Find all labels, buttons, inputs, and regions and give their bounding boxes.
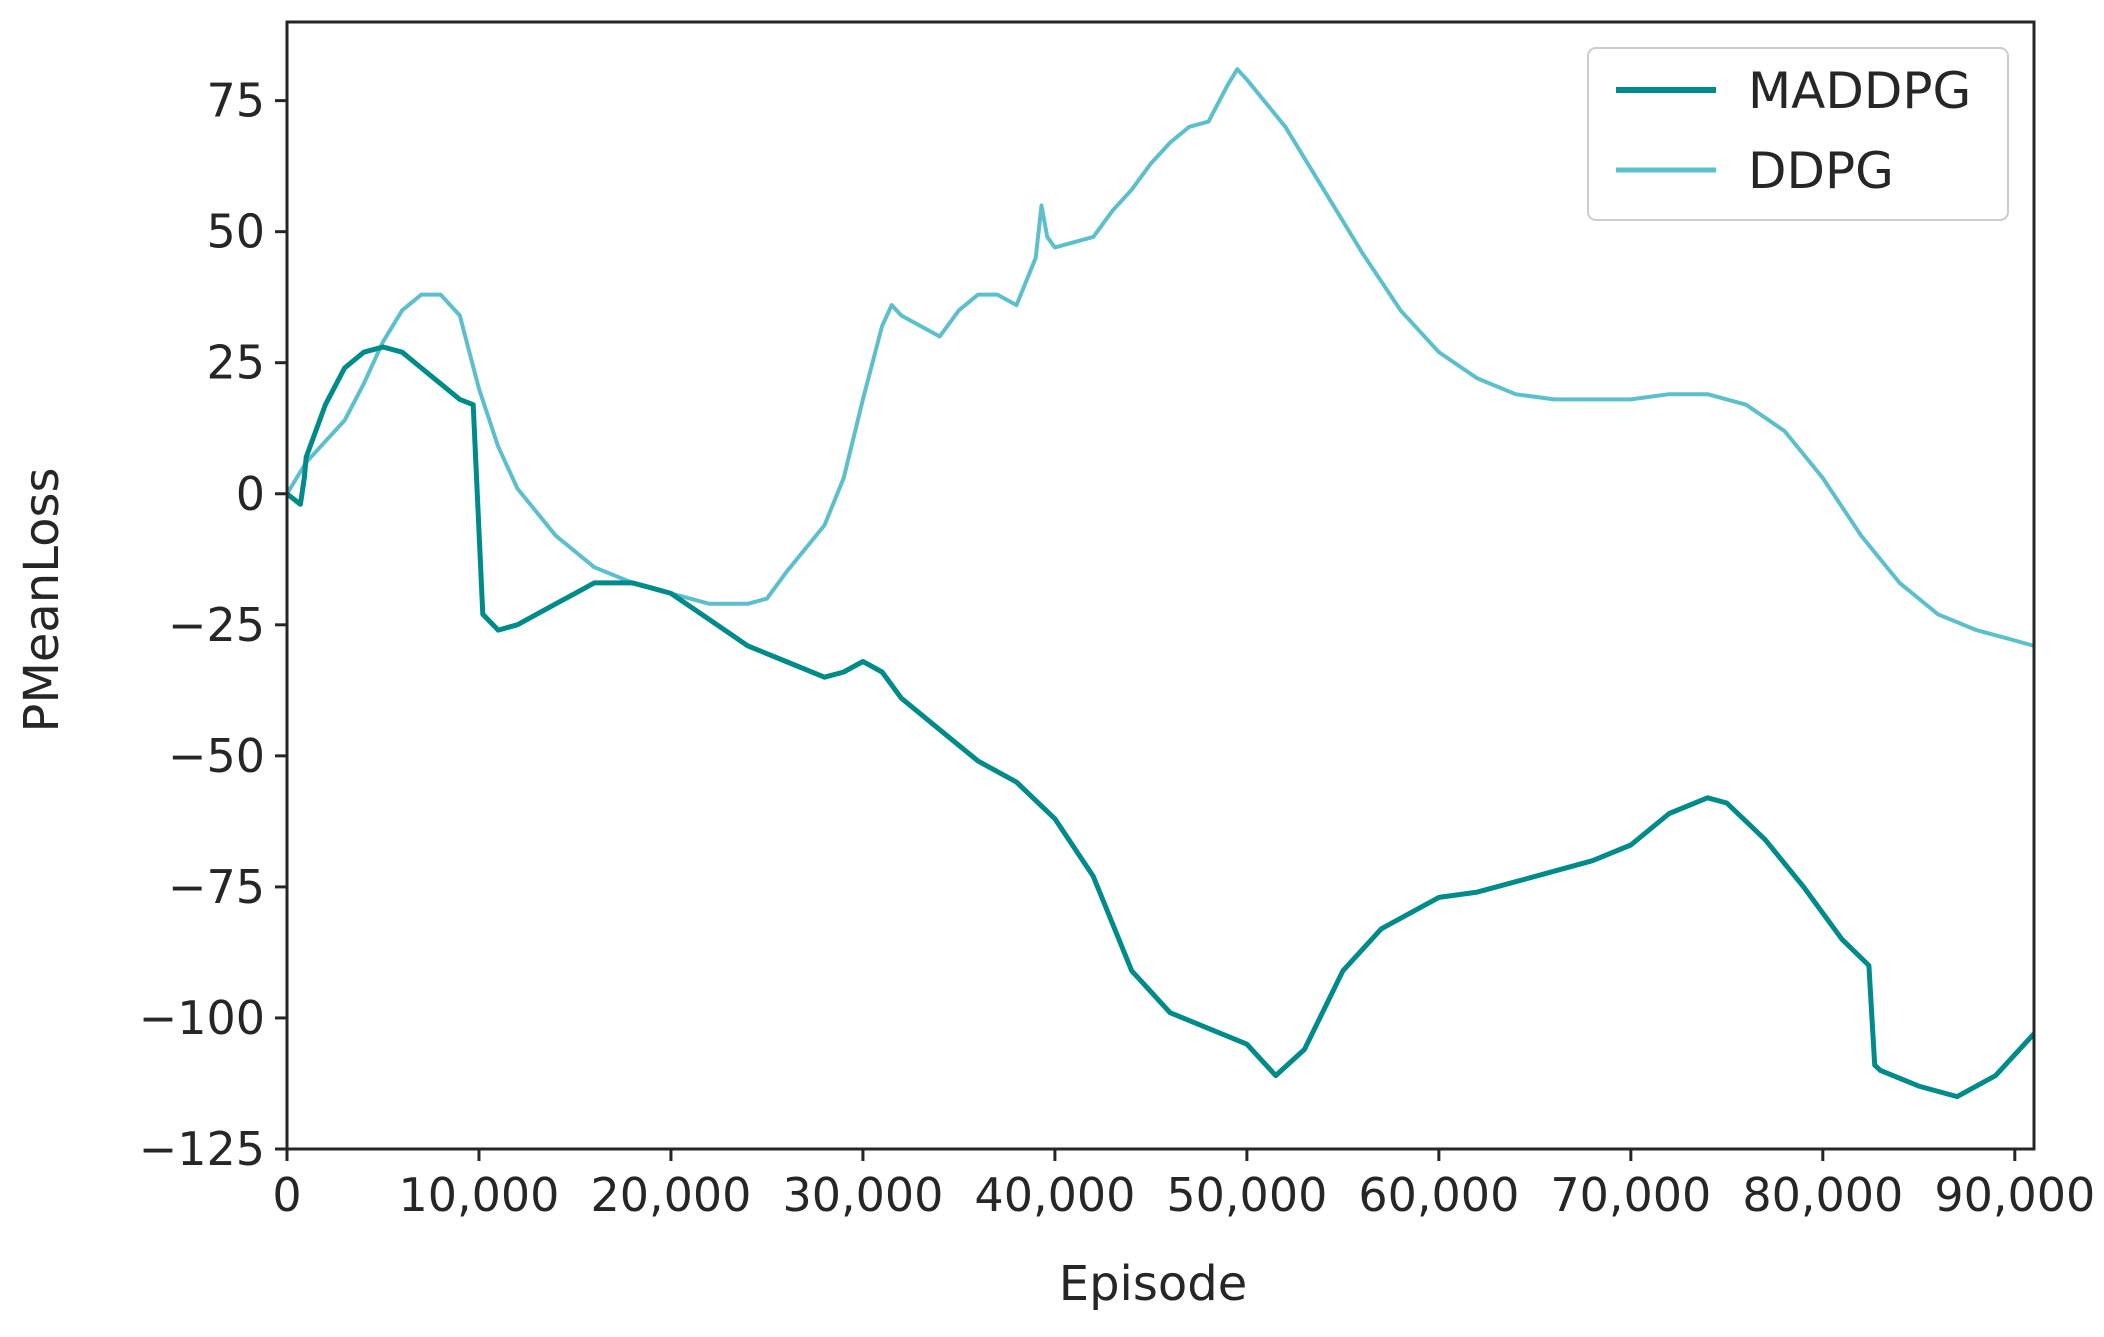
plot-frame [285,20,2036,1151]
plot-area [285,20,2036,1151]
y-tick-label: 0 [236,467,265,521]
x-tick-label: 90,000 [1934,1168,2095,1222]
x-tick-label: 20,000 [590,1168,751,1222]
y-tick-label: −125 [139,1122,265,1176]
x-axis-label: Episode [1059,1256,1248,1312]
legend-label-maddpg: MADDPG [1748,62,1971,120]
x-tick-label: 10,000 [398,1168,559,1222]
legend-label-ddpg: DDPG [1748,142,1894,200]
x-tick-label: 30,000 [782,1168,943,1222]
x-tick-label: 60,000 [1358,1168,1519,1222]
x-tick-label: 50,000 [1166,1168,1327,1222]
y-tick-label: 25 [206,336,265,390]
x-axis: 0 10,000 20,000 30,000 40,000 50,000 60,000 70,… [272,1149,2095,1222]
y-axis-label: PMeanLoss [14,467,70,732]
series-line-maddpg [285,344,2036,1100]
y-tick-label: −100 [139,991,265,1045]
y-tick-label: −75 [168,860,265,914]
series-line-ddpg [285,67,2035,648]
x-tick-label: 70,000 [1550,1168,1711,1222]
x-tick-label: 0 [272,1168,301,1222]
legend: MADDPG DDPG [1587,47,2009,221]
y-tick-label: 50 [206,205,265,259]
y-axis: 75 50 25 0 −25 −50 −75 −100 −125 [139,74,287,1176]
x-tick-label: 40,000 [974,1168,1135,1222]
x-tick-label: 80,000 [1742,1168,1903,1222]
y-tick-label: −25 [168,598,265,652]
y-tick-label: −50 [168,729,265,783]
y-tick-label: 75 [206,74,265,128]
